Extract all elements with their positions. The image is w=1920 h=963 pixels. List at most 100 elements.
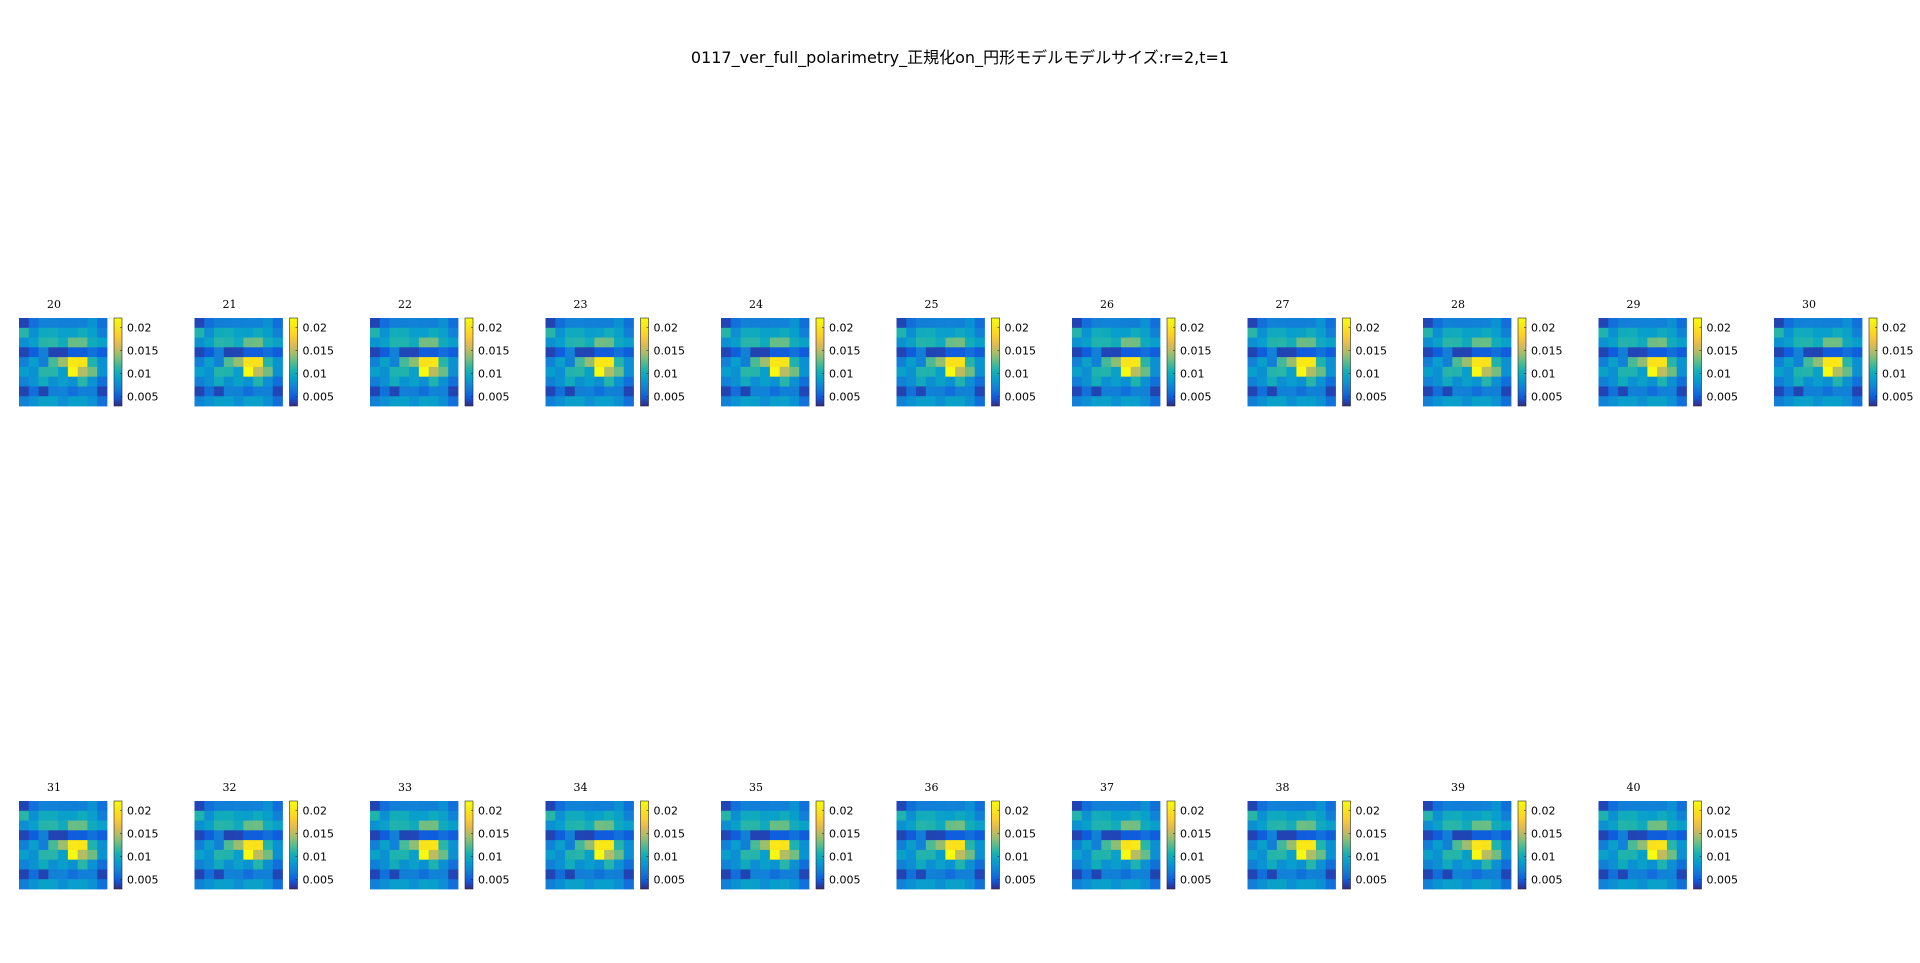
heatmap-cell	[1140, 396, 1151, 407]
heatmap-cell	[1325, 396, 1336, 407]
heatmap-cell	[48, 366, 59, 378]
heatmap-cell	[935, 840, 946, 851]
heatmap-cell	[389, 396, 400, 407]
heatmap-cell	[370, 357, 381, 368]
panel-label: 24	[749, 298, 763, 311]
heatmap-cell	[974, 849, 985, 861]
heatmap-cell	[721, 386, 732, 397]
heatmap-cell	[613, 869, 625, 880]
heatmap-cell	[28, 396, 39, 407]
heatmap-cell	[253, 879, 264, 890]
heatmap-cell	[204, 327, 215, 338]
heatmap-cell	[565, 376, 576, 387]
heatmap-cell	[935, 396, 946, 407]
heatmap-cell	[1783, 347, 1794, 358]
colorbar-tick-label: 0.005	[303, 874, 335, 887]
heatmap-cell	[964, 820, 976, 831]
heatmap-cell	[1101, 830, 1112, 841]
heatmap-cell	[409, 859, 420, 870]
heatmap-cell	[243, 879, 254, 890]
colorbar-tick-label: 0.015	[1882, 344, 1914, 357]
heatmap-cell	[194, 840, 205, 851]
panel-label: 32	[223, 781, 237, 794]
heatmap-cell	[58, 810, 69, 821]
heatmap-cell	[584, 869, 595, 880]
heatmap-cell	[1442, 830, 1453, 841]
heatmap-cell	[974, 869, 985, 880]
heatmap-cell	[896, 840, 907, 851]
heatmap-cell	[935, 347, 946, 358]
heatmap-cell	[1257, 396, 1268, 407]
heatmap-cell	[243, 869, 254, 880]
heatmap-cell	[750, 357, 761, 368]
heatmap-cell	[1081, 820, 1092, 831]
heatmap-cell	[906, 318, 917, 329]
heatmap-cell	[750, 327, 761, 338]
heatmap-cell	[448, 318, 459, 329]
colorbar-tick-label: 0.005	[303, 391, 335, 404]
heatmap-cell	[1315, 840, 1327, 851]
heatmap-cell	[750, 840, 761, 851]
heatmap-cell	[1637, 801, 1648, 812]
heatmap-cell	[243, 347, 254, 358]
heatmap-cell	[1101, 859, 1112, 870]
heatmap-cell	[19, 396, 30, 407]
heatmap-cell	[925, 869, 937, 880]
heatmap-cell	[1120, 366, 1132, 378]
heatmap-cell	[262, 396, 274, 407]
heatmap-cell	[1793, 318, 1804, 329]
heatmap-cell	[1647, 820, 1658, 831]
heatmap-cell	[1325, 318, 1336, 329]
heatmap-cell	[955, 859, 966, 870]
heatmap-cell	[214, 376, 225, 387]
heatmap-cell	[945, 318, 956, 329]
heatmap-cell	[1257, 820, 1268, 831]
heatmap-cell	[721, 327, 732, 338]
heatmap-cell	[428, 879, 439, 890]
colorbar	[991, 317, 1000, 407]
heatmap-cell	[760, 810, 771, 821]
heatmap-cell	[555, 820, 566, 831]
heatmap-cell	[1423, 801, 1434, 812]
heatmap-cell	[233, 357, 244, 368]
heatmap-cell	[1101, 801, 1112, 812]
heatmap-cell	[1081, 396, 1092, 407]
heatmap-cell	[1608, 879, 1619, 890]
heatmap-cell	[1140, 357, 1151, 368]
heatmap-cell	[67, 810, 79, 821]
heatmap-cell	[1432, 327, 1443, 338]
colorbar-tick-label: 0.02	[1356, 804, 1381, 817]
heatmap-cell	[194, 830, 205, 841]
heatmap-cell	[721, 396, 732, 407]
heatmap-cell	[1267, 386, 1278, 397]
colorbar-tick-label: 0.01	[127, 851, 152, 864]
panel-label: 30	[1802, 298, 1816, 311]
heatmap-cell	[584, 318, 595, 329]
heatmap-cell	[223, 840, 235, 851]
heatmap-cell	[272, 820, 283, 831]
heatmap-cell	[253, 396, 264, 407]
heatmap-cell	[974, 357, 985, 368]
heatmap-cell	[925, 879, 937, 890]
heatmap-cell	[1647, 347, 1658, 358]
heatmap-cell	[623, 869, 634, 880]
colorbar-tick-label: 0.005	[829, 874, 861, 887]
heatmap-cell	[1462, 357, 1473, 368]
heatmap-cell	[750, 879, 761, 890]
heatmap-cell	[1481, 327, 1492, 338]
heatmap-cell	[555, 810, 566, 821]
heatmap-cell	[1647, 396, 1658, 407]
heatmap-cell	[1296, 337, 1307, 348]
heatmap-cell	[1481, 810, 1492, 821]
heatmap-cell	[399, 337, 410, 348]
heatmap-cell	[925, 327, 937, 338]
heatmap-cell	[1081, 366, 1092, 378]
heatmap-cell	[769, 801, 781, 812]
heatmap-cell	[19, 820, 30, 831]
heatmap-cell	[1101, 849, 1112, 861]
